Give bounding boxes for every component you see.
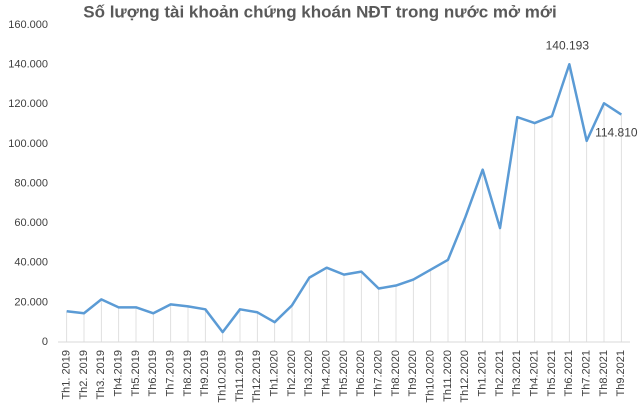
y-tick-label: 140.000 <box>8 59 48 71</box>
x-tick-label: Th7.2019 <box>165 350 177 396</box>
x-tick-label: Th6.2021 <box>563 350 575 396</box>
data-label: 114.810 <box>595 126 638 140</box>
x-tick-label: Th8.2021 <box>598 350 610 396</box>
x-tick-label: Th3.2020 <box>303 350 315 396</box>
y-tick-label: 0 <box>42 336 48 348</box>
y-tick-label: 120.000 <box>8 98 48 110</box>
x-tick-label: Th10.2019 <box>217 350 229 403</box>
x-tick-label: Th2.2021 <box>494 350 506 396</box>
y-tick-label: 100.000 <box>8 138 48 150</box>
x-tick-label: Th1. 2019 <box>61 350 73 400</box>
x-tick-label: Th9.2019 <box>199 350 211 396</box>
y-tick-label: 80.000 <box>14 177 48 189</box>
x-tick-label: Th2.2020 <box>286 350 298 396</box>
x-tick-label: Th12.2019 <box>251 350 263 403</box>
y-tick-label: 20.000 <box>14 296 48 308</box>
x-tick-label: Th1.2020 <box>269 350 281 396</box>
y-tick-label: 60.000 <box>14 217 48 229</box>
x-tick-label: Th12.2020 <box>459 350 471 403</box>
x-tick-label: Th3. 2019 <box>95 350 107 400</box>
x-tick-label: Th4.2020 <box>321 350 333 396</box>
y-tick-label: 40.000 <box>14 257 48 269</box>
chart-title: Số lượng tài khoản chứng khoán NĐT trong… <box>83 2 556 21</box>
data-label: 140.193 <box>546 38 590 52</box>
x-tick-label: Th6.2020 <box>355 350 367 396</box>
x-tick-label: Th6.2019 <box>147 350 159 396</box>
y-tick-label: 160.000 <box>8 19 48 31</box>
x-tick-label: Th2. 2019 <box>78 350 90 400</box>
x-tick-label: Th11.2019 <box>234 350 246 402</box>
x-tick-label: Th11.2020 <box>442 350 454 402</box>
series-line <box>66 62 623 334</box>
x-tick-label: Th9.2020 <box>407 350 419 396</box>
x-tick-label: Th8.2020 <box>390 350 402 396</box>
x-tick-label: Th4.2021 <box>529 350 541 396</box>
x-tick-label: Th7.2020 <box>373 350 385 396</box>
x-tick-label: Th3.2021 <box>511 350 523 396</box>
x-tick-label: Th5.2019 <box>130 350 142 396</box>
x-tick-label: Th5.2020 <box>338 350 350 396</box>
x-tick-label: Th4.2019 <box>113 350 125 396</box>
x-tick-label: Th1.2021 <box>477 350 489 396</box>
x-tick-label: Th9.2021 <box>615 350 627 396</box>
x-tick-label: Th7.2021 <box>581 350 593 396</box>
x-tick-label: Th10.2020 <box>425 350 437 403</box>
x-tick-label: Th5.2021 <box>546 350 558 396</box>
x-tick-label: Th8.2019 <box>182 350 194 396</box>
